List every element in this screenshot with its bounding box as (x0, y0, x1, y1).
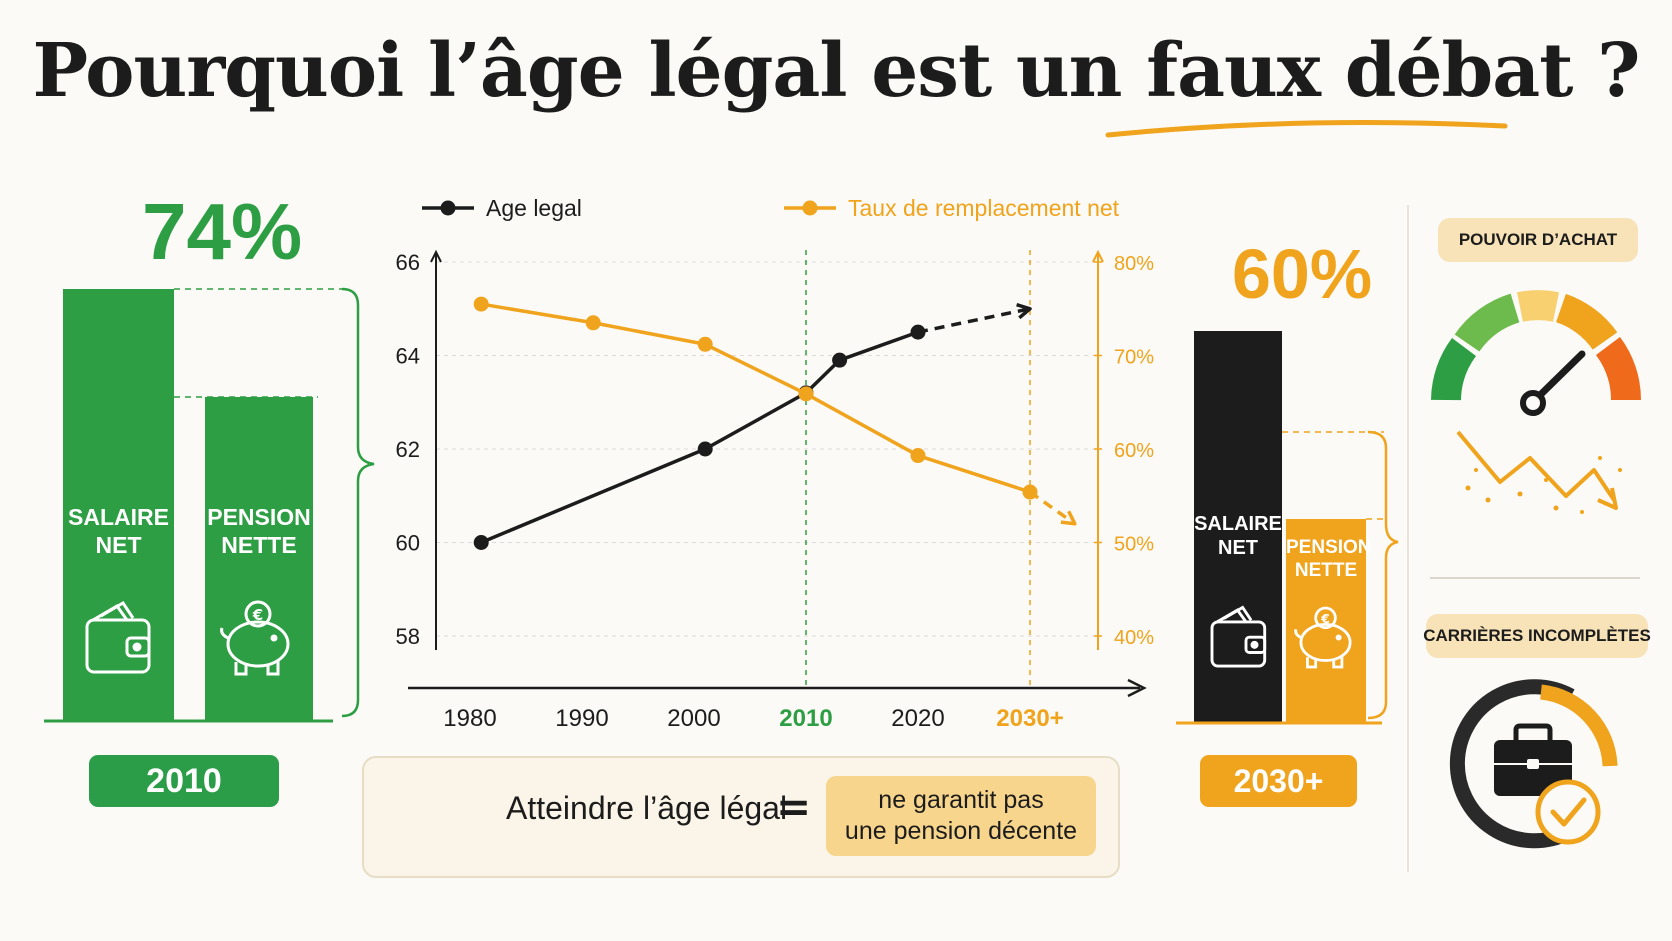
left-pension-label: PENSION NETTE (205, 504, 313, 559)
left-salary-label-line1: SALAIRE (68, 504, 169, 530)
callout-result: ne garantit pas une pension décente (826, 776, 1096, 856)
y-right-axis-arrow (1092, 249, 1104, 263)
gauge-seg-4 (1555, 293, 1618, 351)
title-underline (1105, 120, 1508, 138)
left-brace (341, 287, 375, 718)
data-point (910, 448, 926, 464)
y-right-tick-label: 60% (1114, 440, 1154, 462)
left-bar-group: € (44, 287, 375, 723)
title-highlight: faux débat (1146, 28, 1573, 114)
y-left-tick-label: 60 (396, 531, 420, 556)
x-tick-label: 1990 (555, 705, 608, 732)
legend-marker (440, 200, 456, 216)
title-main: Pourquoi l’âge légal est un (32, 28, 1147, 114)
right-brace (1367, 430, 1399, 720)
projection-line (917, 307, 1031, 334)
y-right-tick-label: 80% (1114, 253, 1154, 275)
wallet-icon (85, 600, 151, 674)
briefcase-icon (1449, 679, 1618, 849)
left-salary-label-line2: NET (95, 531, 142, 558)
incomplete-careers-pill: CARRIÈRES INCOMPLÈTES (1423, 614, 1651, 658)
legend-label: Age legal (486, 195, 582, 221)
right-bar-group: € (1176, 331, 1399, 725)
left-percentage: 74% (142, 187, 303, 276)
page-title: Pourquoi l’âge légal est un faux débat ? (0, 28, 1672, 114)
callout-text: Atteindre l’âge légal (506, 790, 788, 826)
callout-result-line2: une pension décente (844, 817, 1078, 845)
piggy-bank-icon: € (1294, 606, 1352, 669)
legend-label: Taux de remplacement net (848, 195, 1120, 221)
left-pension-label-line2: NETTE (221, 531, 297, 558)
left-salary-bar (63, 289, 174, 721)
y-left-tick-label: 58 (396, 624, 420, 649)
projection-line (1028, 490, 1076, 526)
piggy-bank-icon: € (220, 600, 290, 676)
y-left-tick-label: 64 (396, 344, 420, 369)
data-point (585, 315, 601, 331)
projection-arrow (1060, 510, 1077, 526)
callout-result-line1: ne garantit pas (878, 785, 1044, 814)
right-year-badge: 2030+ (1200, 755, 1357, 807)
legend-marker (802, 200, 818, 216)
right-salary-bar (1194, 331, 1282, 723)
right-salary-label: SALAIRE NET (1194, 512, 1282, 560)
gauge-seg-2 (1454, 293, 1520, 352)
x-tick-label: 2010 (779, 705, 832, 732)
data-point (697, 441, 713, 457)
right-percentage: 60% (1232, 235, 1373, 313)
data-point (798, 386, 814, 402)
data-point (473, 535, 489, 550)
y-right-tick-label: 50% (1114, 534, 1154, 556)
callout-equals: = (776, 782, 812, 831)
downtrend-arrow-icon (1456, 430, 1622, 514)
svg-text:€: € (252, 606, 263, 624)
data-point (832, 352, 848, 368)
right-salary-label-line2: NET (1218, 537, 1258, 559)
x-axis-arrow (1127, 678, 1147, 698)
right-pension-bar (1286, 519, 1366, 723)
projection-arrow (1016, 303, 1032, 320)
y-right-tick-label: 70% (1114, 347, 1154, 369)
right-salary-label-line1: SALAIRE (1194, 513, 1282, 535)
career-ring-orange (1539, 684, 1618, 767)
gauge-seg-3 (1517, 290, 1559, 322)
left-pension-label-line1: PENSION (207, 504, 311, 530)
y-left-tick-label: 62 (396, 437, 420, 462)
gauge-seg-1 (1431, 338, 1477, 401)
title-end: ? (1572, 28, 1640, 114)
left-salary-label: SALAIRE NET (63, 504, 174, 559)
x-tick-label: 2030+ (996, 705, 1063, 732)
data-point (473, 296, 489, 312)
gauge-seg-5 (1595, 337, 1641, 401)
wallet-icon (1210, 605, 1267, 668)
series-line-0 (480, 330, 919, 545)
y-left-tick-label: 66 (396, 250, 420, 275)
svg-text:€: € (1320, 612, 1330, 626)
right-pension-label-line1: PENSION (1286, 537, 1372, 558)
career-ring-dark (1449, 679, 1575, 849)
right-pension-label: PENSION NETTE (1286, 537, 1372, 583)
gauge-pivot (1520, 390, 1546, 416)
left-year-badge: 2010 (89, 755, 279, 807)
x-tick-label: 2000 (667, 705, 720, 732)
check-icon (1535, 779, 1601, 845)
line-chart: 58 60 62 64 66 40% 50% 60% 70% 80% 1980 1990 2000 201… (396, 195, 1155, 732)
y-right-tick-label: 40% (1114, 627, 1154, 649)
purchasing-power-pill: POUVOIR D’ACHAT (1438, 218, 1638, 262)
x-tick-label: 2020 (891, 705, 944, 732)
x-tick-label: 1980 (443, 705, 496, 732)
data-point (697, 336, 713, 352)
gauge-icon (1431, 290, 1641, 416)
y-left-axis-arrow (430, 249, 442, 263)
series-line-1 (480, 302, 1031, 494)
right-pension-label-line2: NETTE (1294, 559, 1358, 581)
